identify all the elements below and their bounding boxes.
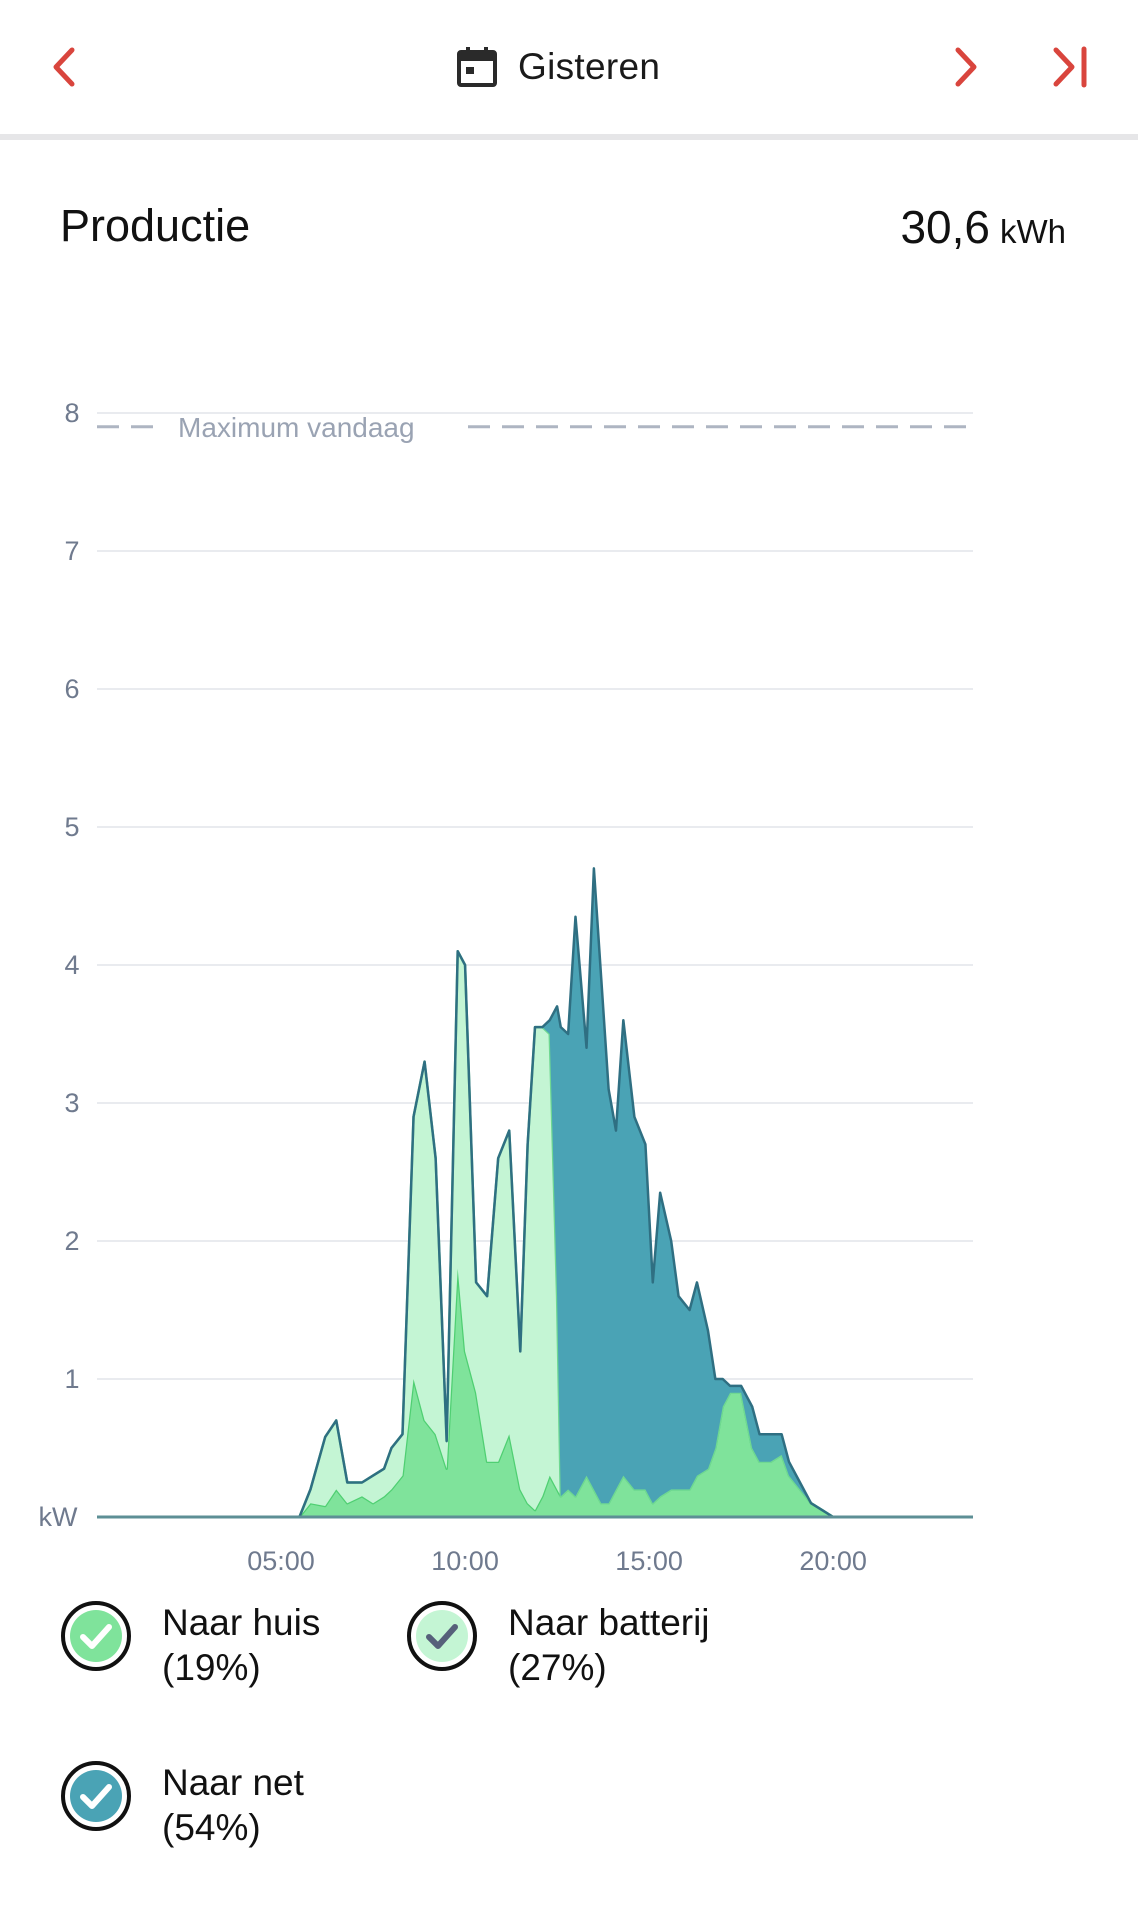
legend-text: Naar batterij (27%)	[508, 1600, 710, 1690]
total-unit: kWh	[1000, 213, 1066, 250]
y-tick-label: 7	[64, 536, 79, 566]
y-tick-label: 2	[64, 1226, 79, 1256]
legend-percentage: (19%)	[162, 1647, 261, 1688]
legend-item-naar-net[interactable]: Naar net (54%)	[60, 1760, 304, 1850]
y-tick-label: 4	[64, 950, 79, 980]
legend-item-naar-huis[interactable]: Naar huis (19%)	[60, 1600, 320, 1690]
legend-label: Naar net	[162, 1762, 304, 1803]
legend-swatch-batterij	[416, 1610, 468, 1662]
checkmark-circle-icon	[61, 1601, 131, 1671]
date-selector[interactable]: Gisteren	[456, 38, 660, 96]
checkmark-circle-icon	[407, 1601, 477, 1671]
area-series-naar-huis	[97, 1268, 973, 1517]
legend-text: Naar huis (19%)	[162, 1600, 320, 1690]
legend-item-naar-batterij[interactable]: Naar batterij (27%)	[406, 1600, 710, 1690]
total-value: 30,6	[900, 201, 990, 253]
next-day-button[interactable]	[936, 40, 996, 94]
checkmark-circle-icon	[61, 1761, 131, 1831]
chevron-right-icon	[955, 47, 977, 87]
chevron-left-icon	[53, 47, 75, 87]
legend-text: Naar net (54%)	[162, 1760, 304, 1850]
skip-to-end-icon	[1053, 46, 1087, 88]
area-series-naar-batterij	[97, 951, 973, 1517]
date-label: Gisteren	[518, 46, 661, 87]
x-tick-label: 05:00	[247, 1546, 315, 1576]
legend-label: Naar batterij	[508, 1602, 710, 1643]
production-total: 30,6 kWh	[900, 200, 1066, 254]
y-tick-label: 1	[64, 1364, 79, 1394]
top-navigation-bar: Gisteren	[0, 0, 1138, 134]
legend-swatch-huis	[70, 1610, 122, 1662]
legend-label: Naar huis	[162, 1602, 321, 1643]
y-tick-label: 3	[64, 1088, 79, 1118]
section-title: Productie	[60, 200, 251, 251]
production-chart: Maximum vandaag 1 2 3 4 5 6 7 8 kW 05:00 10:00 15:0…	[39, 398, 973, 1576]
legend-percentage: (27%)	[508, 1647, 607, 1688]
y-tick-label: 6	[64, 674, 79, 704]
x-tick-label: 10:00	[431, 1546, 499, 1576]
y-unit-label: kW	[39, 1502, 79, 1532]
y-tick-label: 8	[64, 398, 79, 428]
x-tick-label: 15:00	[615, 1546, 683, 1576]
calendar-icon	[457, 47, 497, 87]
max-line-label: Maximum vandaag	[178, 412, 415, 443]
legend-percentage: (54%)	[162, 1807, 261, 1848]
series-line	[97, 867, 973, 1519]
last-day-button[interactable]	[1042, 40, 1102, 94]
y-tick-label: 5	[64, 812, 79, 842]
previous-day-button[interactable]	[34, 40, 94, 94]
legend-swatch-net	[70, 1770, 122, 1822]
header-divider	[0, 134, 1138, 140]
x-tick-label: 20:00	[799, 1546, 867, 1576]
